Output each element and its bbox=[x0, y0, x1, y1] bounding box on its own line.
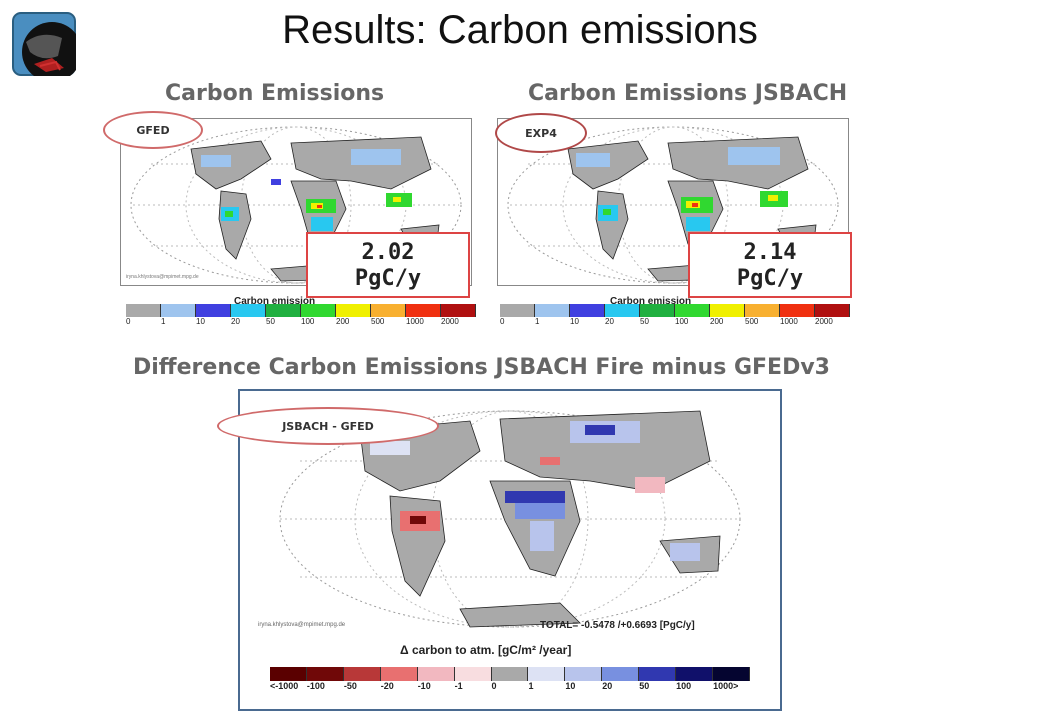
left-total-value: 2.02 bbox=[361, 240, 415, 265]
right-colorbar-swatch bbox=[500, 304, 535, 317]
right-colorbar-swatch bbox=[745, 304, 780, 317]
left-colorbar-tick-label: 0 bbox=[126, 317, 131, 326]
difference-colorbar-swatch bbox=[306, 667, 344, 681]
left-colorbar-tick-label: 1000 bbox=[406, 317, 424, 326]
difference-colorbar-tick-label: -100 bbox=[306, 681, 325, 691]
difference-colorbar-tick-label: 1000> bbox=[713, 681, 739, 691]
difference-colorbar-ticks: <-1000 -100 -50 -20 -10 -1 0 1 10 20 50 100 1000> bbox=[270, 681, 750, 691]
left-colorbar-tick-label: 10 bbox=[196, 317, 205, 326]
left-colorbar-tick-label: 200 bbox=[336, 317, 350, 326]
difference-colorbar-tick-label: <-1000 bbox=[270, 681, 299, 691]
right-colorbar-tick-label: 1000 bbox=[780, 317, 798, 326]
exp4-tag-oval: EXP4 bbox=[495, 113, 587, 153]
difference-total-text: TOTAL= -0.5478 /+0.6693 [PgC/y] bbox=[540, 620, 695, 631]
difference-colorbar-swatch bbox=[676, 667, 714, 681]
difference-colorbar-swatch bbox=[565, 667, 603, 681]
left-colorbar-tick-label: 20 bbox=[231, 317, 240, 326]
difference-colorbar-swatch bbox=[491, 667, 529, 681]
right-panel-heading: Carbon Emissions JSBACH bbox=[528, 81, 848, 106]
right-colorbar-tick-label: 0 bbox=[500, 317, 505, 326]
difference-map-credit: iryna.khlystova@mpimet.mpg.de bbox=[258, 622, 346, 628]
left-colorbar-ticks: 0 1 10 20 50 100 200 500 1000 2000 bbox=[126, 317, 476, 326]
right-colorbar-tick-label: 50 bbox=[640, 317, 649, 326]
difference-panel: iryna.khlystova@mpimet.mpg.de TOTAL= -0.… bbox=[238, 389, 782, 711]
left-colorbar-title: Carbon emission bbox=[234, 296, 316, 307]
difference-colorbar-tick-label: 1 bbox=[528, 681, 534, 691]
left-colorbar-swatch bbox=[161, 304, 196, 317]
globe-logo-icon bbox=[12, 12, 82, 82]
difference-colorbar-tick-label: -50 bbox=[343, 681, 357, 691]
right-colorbar-swatch bbox=[815, 304, 850, 317]
difference-colorbar-title: Δ carbon to atm. [gC/m² /year] bbox=[400, 643, 572, 657]
right-colorbar-swatch bbox=[675, 304, 710, 317]
left-colorbar-swatch bbox=[126, 304, 161, 317]
jsbach-gfed-tag-oval: JSBACH - GFED bbox=[217, 407, 439, 445]
difference-colorbar-swatches bbox=[270, 667, 750, 681]
left-colorbar-tick-label: 1 bbox=[161, 317, 166, 326]
right-colorbar-swatch bbox=[780, 304, 815, 317]
difference-colorbar-swatch bbox=[417, 667, 455, 681]
left-map-credit: iryna.khlystova@mpimet.mpg.de bbox=[126, 274, 199, 280]
difference-colorbar-tick-label: 20 bbox=[602, 681, 613, 691]
slide-title: Results: Carbon emissions bbox=[282, 8, 758, 52]
difference-colorbar-swatch bbox=[380, 667, 418, 681]
left-colorbar-tick-label: 500 bbox=[371, 317, 385, 326]
left-colorbar-swatch bbox=[336, 304, 371, 317]
right-colorbar-tick-label: 100 bbox=[675, 317, 689, 326]
left-colorbar-swatch bbox=[196, 304, 231, 317]
difference-colorbar-swatch bbox=[602, 667, 640, 681]
left-colorbar: 0 1 10 20 50 100 200 500 1000 2000 bbox=[126, 304, 476, 326]
right-colorbar-swatch bbox=[640, 304, 675, 317]
right-total-unit: PgC/y bbox=[736, 266, 804, 291]
right-colorbar-swatches bbox=[500, 304, 850, 317]
left-colorbar-swatch bbox=[266, 304, 301, 317]
difference-colorbar-tick-label: 0 bbox=[491, 681, 497, 691]
difference-colorbar-swatch bbox=[713, 667, 750, 681]
left-panel-heading: Carbon Emissions bbox=[165, 81, 385, 106]
right-colorbar-swatch bbox=[535, 304, 570, 317]
left-colorbar-swatch bbox=[441, 304, 476, 317]
right-colorbar-tick-label: 2000 bbox=[815, 317, 833, 326]
difference-map-graphic bbox=[279, 410, 741, 628]
difference-colorbar-swatch bbox=[343, 667, 381, 681]
right-colorbar-tick-label: 200 bbox=[710, 317, 724, 326]
difference-colorbar-tick-label: -20 bbox=[380, 681, 394, 691]
left-colorbar-swatch bbox=[231, 304, 266, 317]
difference-colorbar-tick-label: 50 bbox=[639, 681, 650, 691]
right-colorbar-tick-label: 1 bbox=[535, 317, 540, 326]
left-colorbar-swatch bbox=[301, 304, 336, 317]
right-colorbar-tick-label: 10 bbox=[570, 317, 579, 326]
left-colorbar-swatch bbox=[371, 304, 406, 317]
right-colorbar-title: Carbon emission bbox=[610, 296, 692, 307]
right-colorbar-tick-label: 20 bbox=[605, 317, 614, 326]
difference-colorbar-swatch bbox=[454, 667, 492, 681]
right-total-value-box: 2.14 PgC/y bbox=[688, 232, 852, 298]
difference-colorbar-swatch bbox=[270, 667, 307, 681]
difference-colorbar-tick-label: 10 bbox=[565, 681, 576, 691]
right-colorbar-swatch bbox=[570, 304, 605, 317]
left-colorbar-swatches bbox=[126, 304, 476, 317]
difference-colorbar: <-1000 -100 -50 -20 -10 -1 0 1 10 20 50 100 1000> bbox=[270, 667, 750, 691]
left-colorbar-tick-label: 100 bbox=[301, 317, 315, 326]
difference-colorbar-swatch bbox=[528, 667, 566, 681]
difference-heading: Difference Carbon Emissions JSBACH Fire … bbox=[133, 355, 830, 380]
difference-colorbar-tick-label: -1 bbox=[454, 681, 463, 691]
right-colorbar-ticks: 0 1 10 20 50 100 200 500 1000 2000 bbox=[500, 317, 850, 326]
left-total-unit: PgC/y bbox=[354, 266, 422, 291]
right-total-value: 2.14 bbox=[743, 240, 797, 265]
left-colorbar-swatch bbox=[406, 304, 441, 317]
left-total-value-box: 2.02 PgC/y bbox=[306, 232, 470, 298]
left-colorbar-tick-label: 50 bbox=[266, 317, 275, 326]
difference-colorbar-tick-label: 100 bbox=[676, 681, 692, 691]
right-colorbar-swatch bbox=[605, 304, 640, 317]
right-colorbar-swatch bbox=[710, 304, 745, 317]
gfed-tag-oval: GFED bbox=[103, 111, 203, 149]
right-colorbar-tick-label: 500 bbox=[745, 317, 759, 326]
right-colorbar: 0 1 10 20 50 100 200 500 1000 2000 bbox=[500, 304, 850, 326]
right-map-graphic bbox=[507, 126, 839, 284]
left-colorbar-tick-label: 2000 bbox=[441, 317, 459, 326]
difference-colorbar-tick-label: -10 bbox=[417, 681, 431, 691]
difference-colorbar-swatch bbox=[639, 667, 677, 681]
